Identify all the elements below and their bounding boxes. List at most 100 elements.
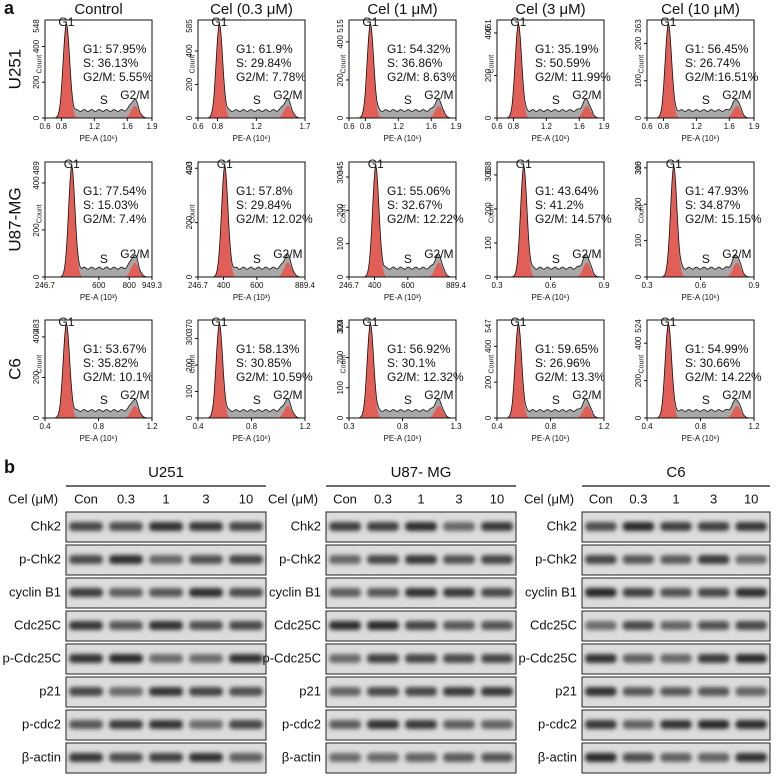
histogram-outline	[497, 23, 604, 119]
x-tick-label: 1.2	[89, 122, 101, 131]
y-tick-label: 200	[32, 75, 41, 89]
blot-frame	[65, 511, 267, 543]
x-tick-label: 1.6	[122, 122, 134, 131]
y-axis-label: Count	[341, 204, 348, 223]
phase-percent: S: 35.82%	[83, 356, 139, 370]
y-axis-label: Count	[190, 55, 197, 74]
g2m-peak	[497, 105, 604, 118]
x-tick-label: 1.7	[299, 122, 311, 131]
phase-percent: G2/M: 13.3%	[535, 370, 605, 384]
histogram-outline	[647, 23, 754, 119]
y-tick-label: 100	[484, 236, 493, 250]
protein-label: Chk2	[291, 518, 321, 533]
x-axis-label: PE-A (10³)	[233, 293, 271, 302]
phase-percent: S: 30.1%	[387, 356, 436, 370]
blot-band	[189, 720, 223, 729]
blot-strip	[325, 610, 517, 642]
histogram-outline	[349, 323, 456, 419]
protein-label: p-Cdc25C	[518, 650, 577, 665]
x-tick-label: 600	[401, 281, 415, 290]
plot-frame	[348, 161, 457, 278]
g2m-peak	[497, 405, 604, 418]
panel-label: b	[4, 457, 15, 477]
row-label: C6	[5, 358, 24, 380]
protein-label: p-cdc2	[538, 716, 577, 731]
x-tick-label: 400	[217, 281, 231, 290]
lane-label: 3	[202, 491, 209, 506]
plot-frame	[197, 161, 306, 278]
peak-label: S	[100, 93, 108, 107]
g2m-peak	[198, 262, 305, 277]
x-tick-label: 889.4	[446, 281, 467, 290]
protein-label: Cdc25C	[530, 617, 577, 632]
g1-peak	[647, 324, 754, 418]
histogram-plot: 547 400 200 0 Count 0.4 0.8 1.2 PE-A (10⁶) G1: 59…	[484, 315, 610, 443]
blot-strip	[581, 577, 771, 609]
phase-percent: G1: 54.99%	[685, 342, 749, 356]
x-tick-label: 1.2	[598, 422, 610, 431]
peak-label: G1	[516, 157, 532, 171]
blot-band	[697, 555, 730, 564]
phase-percent: G2/M: 8.63%	[387, 70, 457, 84]
blot-band	[229, 687, 263, 696]
peak-label: G1	[211, 15, 227, 29]
blot-band	[189, 522, 223, 531]
phase-percent: G1: 58.13%	[236, 342, 300, 356]
lane-label: 10	[490, 491, 504, 506]
g2m-peak	[349, 105, 456, 118]
blot-band	[229, 753, 263, 762]
blot-band	[481, 522, 513, 531]
histogram-outline	[45, 323, 152, 419]
y-tick-label: 400	[32, 330, 41, 344]
phase-percent: G1: 77.54%	[83, 184, 147, 198]
blot-band	[481, 621, 513, 630]
y-max-label: 483	[32, 319, 41, 333]
blot-strip	[325, 511, 517, 543]
y-tick-label: 200	[185, 358, 194, 372]
blot-band	[585, 555, 617, 564]
lane-label: 0.3	[117, 491, 135, 506]
x-tick-label: 0.8	[246, 422, 258, 431]
blot-band	[660, 720, 692, 729]
blot-band	[735, 522, 767, 531]
blot-band	[622, 621, 655, 630]
blot-band	[367, 753, 399, 762]
y-max-label: 423	[185, 161, 194, 175]
g2m-peak	[647, 105, 754, 118]
peak-label: G2/M	[273, 88, 302, 102]
protein-label: p-Cdc25C	[2, 650, 61, 665]
y-axis-label: Count	[190, 204, 197, 223]
histogram-outline	[45, 165, 152, 278]
phase-percent: G1: 56.92%	[387, 342, 451, 356]
peak-label: G2/M	[120, 88, 149, 102]
y-axis-label: Count	[37, 355, 44, 374]
g2m-peak	[497, 262, 604, 277]
y-tick-label: 200	[32, 370, 41, 384]
phase-percent: G2/M:16.51%	[685, 70, 759, 84]
blot-frame	[581, 709, 771, 741]
y-tick-label: 0	[484, 274, 493, 279]
x-axis-label: PE-A (10⁶)	[80, 434, 118, 443]
y-axis-label: Count	[37, 204, 44, 223]
y-axis-label: Count	[37, 55, 44, 74]
y-tick-label: 0	[484, 115, 493, 120]
peak-label: S	[253, 393, 261, 407]
blot-frame	[65, 742, 267, 774]
g2m-peak	[647, 405, 754, 418]
g1-peak	[349, 166, 456, 277]
y-tick-label: 0	[32, 115, 41, 120]
y-tick-label: 400	[185, 44, 194, 58]
y-tick-label: 300	[336, 170, 345, 184]
panel-label: a	[4, 0, 15, 18]
protein-label: p-Chk2	[535, 551, 577, 566]
protein-label: p-Chk2	[279, 551, 321, 566]
phase-percent: S: 26.74%	[685, 56, 741, 70]
phase-percent: G2/M: 11.99%	[535, 70, 611, 84]
blot-strip	[65, 610, 267, 642]
x-tick-label: 0.4	[39, 422, 51, 431]
